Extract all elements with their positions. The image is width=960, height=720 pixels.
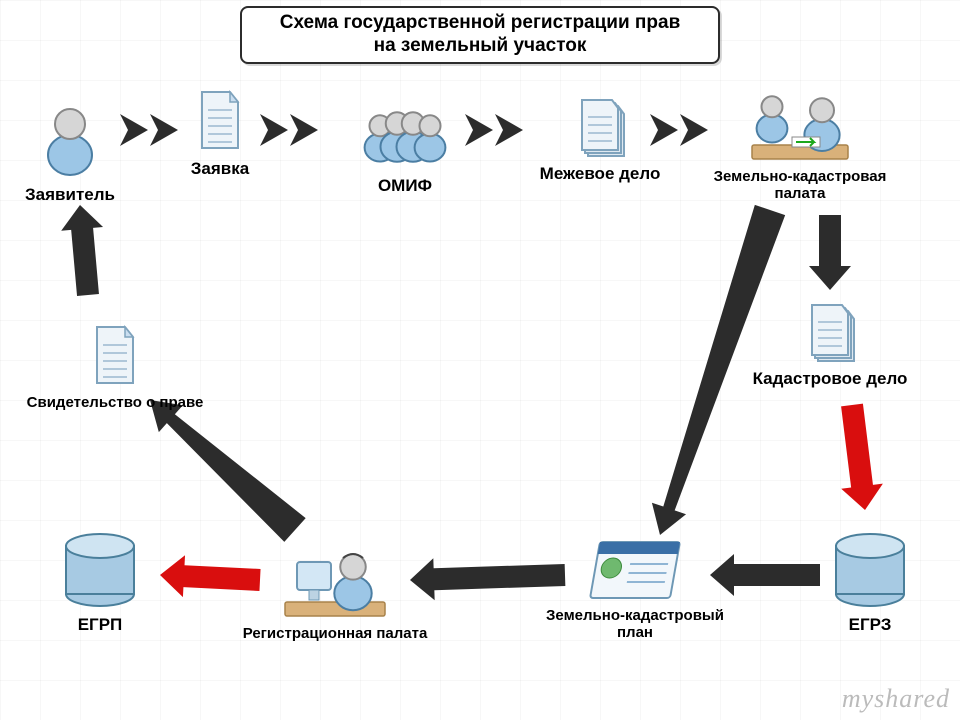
label-egrz: ЕГРЗ xyxy=(770,616,960,635)
label-regpalata: Регистрационная палата xyxy=(235,626,435,643)
label-applicant: Заявитель xyxy=(0,186,170,205)
label-egrp: ЕГРП xyxy=(0,616,200,635)
background-grid xyxy=(0,0,960,720)
label-zkpalata: Земельно-кадастровая палата xyxy=(700,169,900,202)
watermark: myshared xyxy=(842,684,950,714)
label-application: Заявка xyxy=(120,160,320,179)
label-kaddelo: Кадастровое дело xyxy=(730,370,930,389)
label-mezhevoe: Межевое дело xyxy=(500,165,700,184)
title-text: Схема государственной регистрации прав н… xyxy=(280,12,681,56)
diagram-title: Схема государственной регистрации прав н… xyxy=(240,6,720,64)
label-omif: ОМИФ xyxy=(305,177,505,196)
label-svid: Свидетельство о праве xyxy=(15,395,215,412)
label-zkplan: Земельно-кадастровый план xyxy=(535,608,735,641)
